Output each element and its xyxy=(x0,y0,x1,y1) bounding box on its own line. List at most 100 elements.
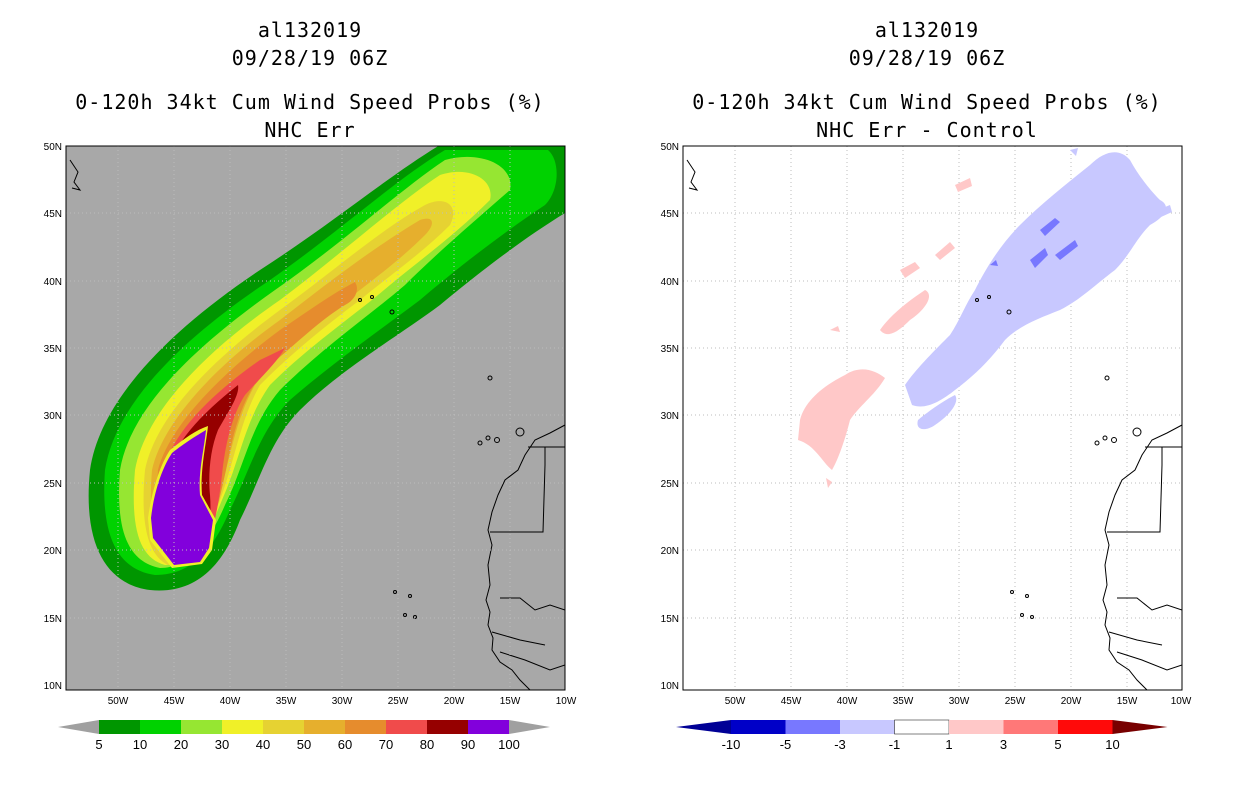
right-colorbar-low-end xyxy=(676,720,731,734)
right-lon-label: 35W xyxy=(893,696,914,707)
right-lon-label: 50W xyxy=(725,696,746,707)
right-lat-label: 30N xyxy=(661,411,679,422)
left-title-product: 0-120h 34kt Cum Wind Speed Probs (%) xyxy=(75,90,545,114)
left-lon-labels: 50W 45W 40W 35W 30W 25W 20W 15W 10W xyxy=(108,696,577,707)
right-title-datetime: 09/28/19 06Z xyxy=(848,46,1006,70)
right-lat-labels: 50N 45N 40N 35N 30N 25N 20N 15N 10N xyxy=(661,142,679,692)
left-title-storm: al132019 xyxy=(257,18,363,42)
right-title-storm: al132019 xyxy=(874,18,980,42)
left-lat-label: 40N xyxy=(44,277,62,288)
right-lon-label: 20W xyxy=(1061,696,1082,707)
left-lon-label: 25W xyxy=(388,696,409,707)
left-colorbar-swatch xyxy=(99,720,140,734)
left-colorbar-label: 70 xyxy=(379,737,393,752)
left-colorbar-swatch xyxy=(345,720,386,734)
left-lat-label: 20N xyxy=(44,546,62,557)
left-colorbar-label: 80 xyxy=(420,737,434,752)
left-lon-label: 30W xyxy=(332,696,353,707)
left-lat-label: 50N xyxy=(44,142,62,153)
left-colorbar-swatch xyxy=(386,720,427,734)
left-lat-label: 45N xyxy=(44,209,62,220)
left-colorbar: 5 10 20 30 40 50 60 70 80 90 100 xyxy=(58,720,550,752)
right-difference-field xyxy=(798,148,1172,488)
left-probability-swath xyxy=(88,146,565,591)
left-colorbar-swatch xyxy=(263,720,304,734)
right-lon-labels: 50W 45W 40W 35W 30W 25W 20W 15W 10W xyxy=(725,696,1192,707)
right-colorbar: -10 -5 -3 -1 1 3 5 10 xyxy=(676,719,1168,752)
left-colorbar-label: 90 xyxy=(461,737,475,752)
left-lon-label: 50W xyxy=(108,696,129,707)
right-lon-label: 30W xyxy=(949,696,970,707)
right-lon-label: 40W xyxy=(837,696,858,707)
right-lat-label: 15N xyxy=(661,614,679,625)
left-coastlines xyxy=(69,159,565,690)
left-colorbar-swatch xyxy=(427,720,468,734)
left-map-frame xyxy=(65,145,566,691)
right-colorbar-swatch xyxy=(949,720,1004,734)
left-lat-label: 15N xyxy=(44,614,62,625)
right-colorbar-label: 5 xyxy=(1054,737,1061,752)
right-colorbar-swatch xyxy=(785,720,840,734)
left-lat-label: 35N xyxy=(44,344,62,355)
left-lon-label: 35W xyxy=(276,696,297,707)
right-lon-label: 10W xyxy=(1171,696,1192,707)
left-lon-label: 40W xyxy=(220,696,241,707)
left-lon-label: 20W xyxy=(444,696,465,707)
left-colorbar-swatch xyxy=(181,720,222,734)
right-colorbar-label: -10 xyxy=(722,737,741,752)
left-colorbar-label: 100 xyxy=(498,737,520,752)
left-lat-label: 30N xyxy=(44,411,62,422)
left-map: 50N 45N 40N 35N 30N 25N 20N 15N 10N 50W … xyxy=(44,142,577,707)
right-title-subtitle: NHC Err - Control xyxy=(816,118,1038,142)
right-colorbar-label: 3 xyxy=(1000,737,1007,752)
left-colorbar-label: 50 xyxy=(297,737,311,752)
right-lat-label: 35N xyxy=(661,344,679,355)
right-lat-label: 45N xyxy=(661,209,679,220)
right-colorbar-swatch xyxy=(1058,720,1113,734)
left-colorbar-label: 20 xyxy=(174,737,188,752)
right-colorbar-label: 10 xyxy=(1105,737,1119,752)
left-colorbar-label: 40 xyxy=(256,737,270,752)
right-map: 50N 45N 40N 35N 30N 25N 20N 15N 10N 50W … xyxy=(661,142,1192,707)
right-colorbar-high-end xyxy=(1112,720,1168,734)
right-colorbar-swatch xyxy=(731,720,786,734)
left-colorbar-label: 30 xyxy=(215,737,229,752)
right-colorbar-label: -3 xyxy=(834,737,846,752)
right-lat-label: 10N xyxy=(661,681,679,692)
right-lat-label: 25N xyxy=(661,479,679,490)
left-lon-label: 45W xyxy=(164,696,185,707)
right-lon-label: 15W xyxy=(1117,696,1138,707)
left-lon-label: 10W xyxy=(556,696,577,707)
right-lon-label: 45W xyxy=(781,696,802,707)
left-lat-labels: 50N 45N 40N 35N 30N 25N 20N 15N 10N xyxy=(44,142,62,692)
left-grid xyxy=(66,146,565,690)
left-colorbar-swatch xyxy=(222,720,263,734)
right-title-product: 0-120h 34kt Cum Wind Speed Probs (%) xyxy=(692,90,1162,114)
right-colorbar-swatch xyxy=(840,720,895,734)
left-colorbar-label: 60 xyxy=(338,737,352,752)
left-colorbar-label: 5 xyxy=(95,737,102,752)
right-lat-label: 40N xyxy=(661,277,679,288)
right-colorbar-label: 1 xyxy=(945,737,952,752)
left-colorbar-swatch xyxy=(304,720,345,734)
left-colorbar-swatch xyxy=(468,720,509,734)
right-colorbar-label: -5 xyxy=(780,737,792,752)
right-colorbar-label: -1 xyxy=(889,737,901,752)
right-lon-label: 25W xyxy=(1005,696,1026,707)
left-title-subtitle: NHC Err xyxy=(264,118,356,142)
left-title-datetime: 09/28/19 06Z xyxy=(231,46,389,70)
right-colorbar-swatch xyxy=(894,719,950,735)
left-lon-label: 15W xyxy=(500,696,521,707)
left-colorbar-high-end xyxy=(509,720,550,734)
left-lat-label: 25N xyxy=(44,479,62,490)
right-lat-label: 50N xyxy=(661,142,679,153)
left-colorbar-label: 10 xyxy=(133,737,147,752)
left-lat-label: 10N xyxy=(44,681,62,692)
right-lat-label: 20N xyxy=(661,546,679,557)
right-map-frame xyxy=(682,145,1183,691)
right-coastlines xyxy=(686,159,1182,690)
right-colorbar-swatch xyxy=(1003,720,1058,734)
left-colorbar-swatch xyxy=(140,720,181,734)
left-colorbar-low-end xyxy=(58,720,99,734)
